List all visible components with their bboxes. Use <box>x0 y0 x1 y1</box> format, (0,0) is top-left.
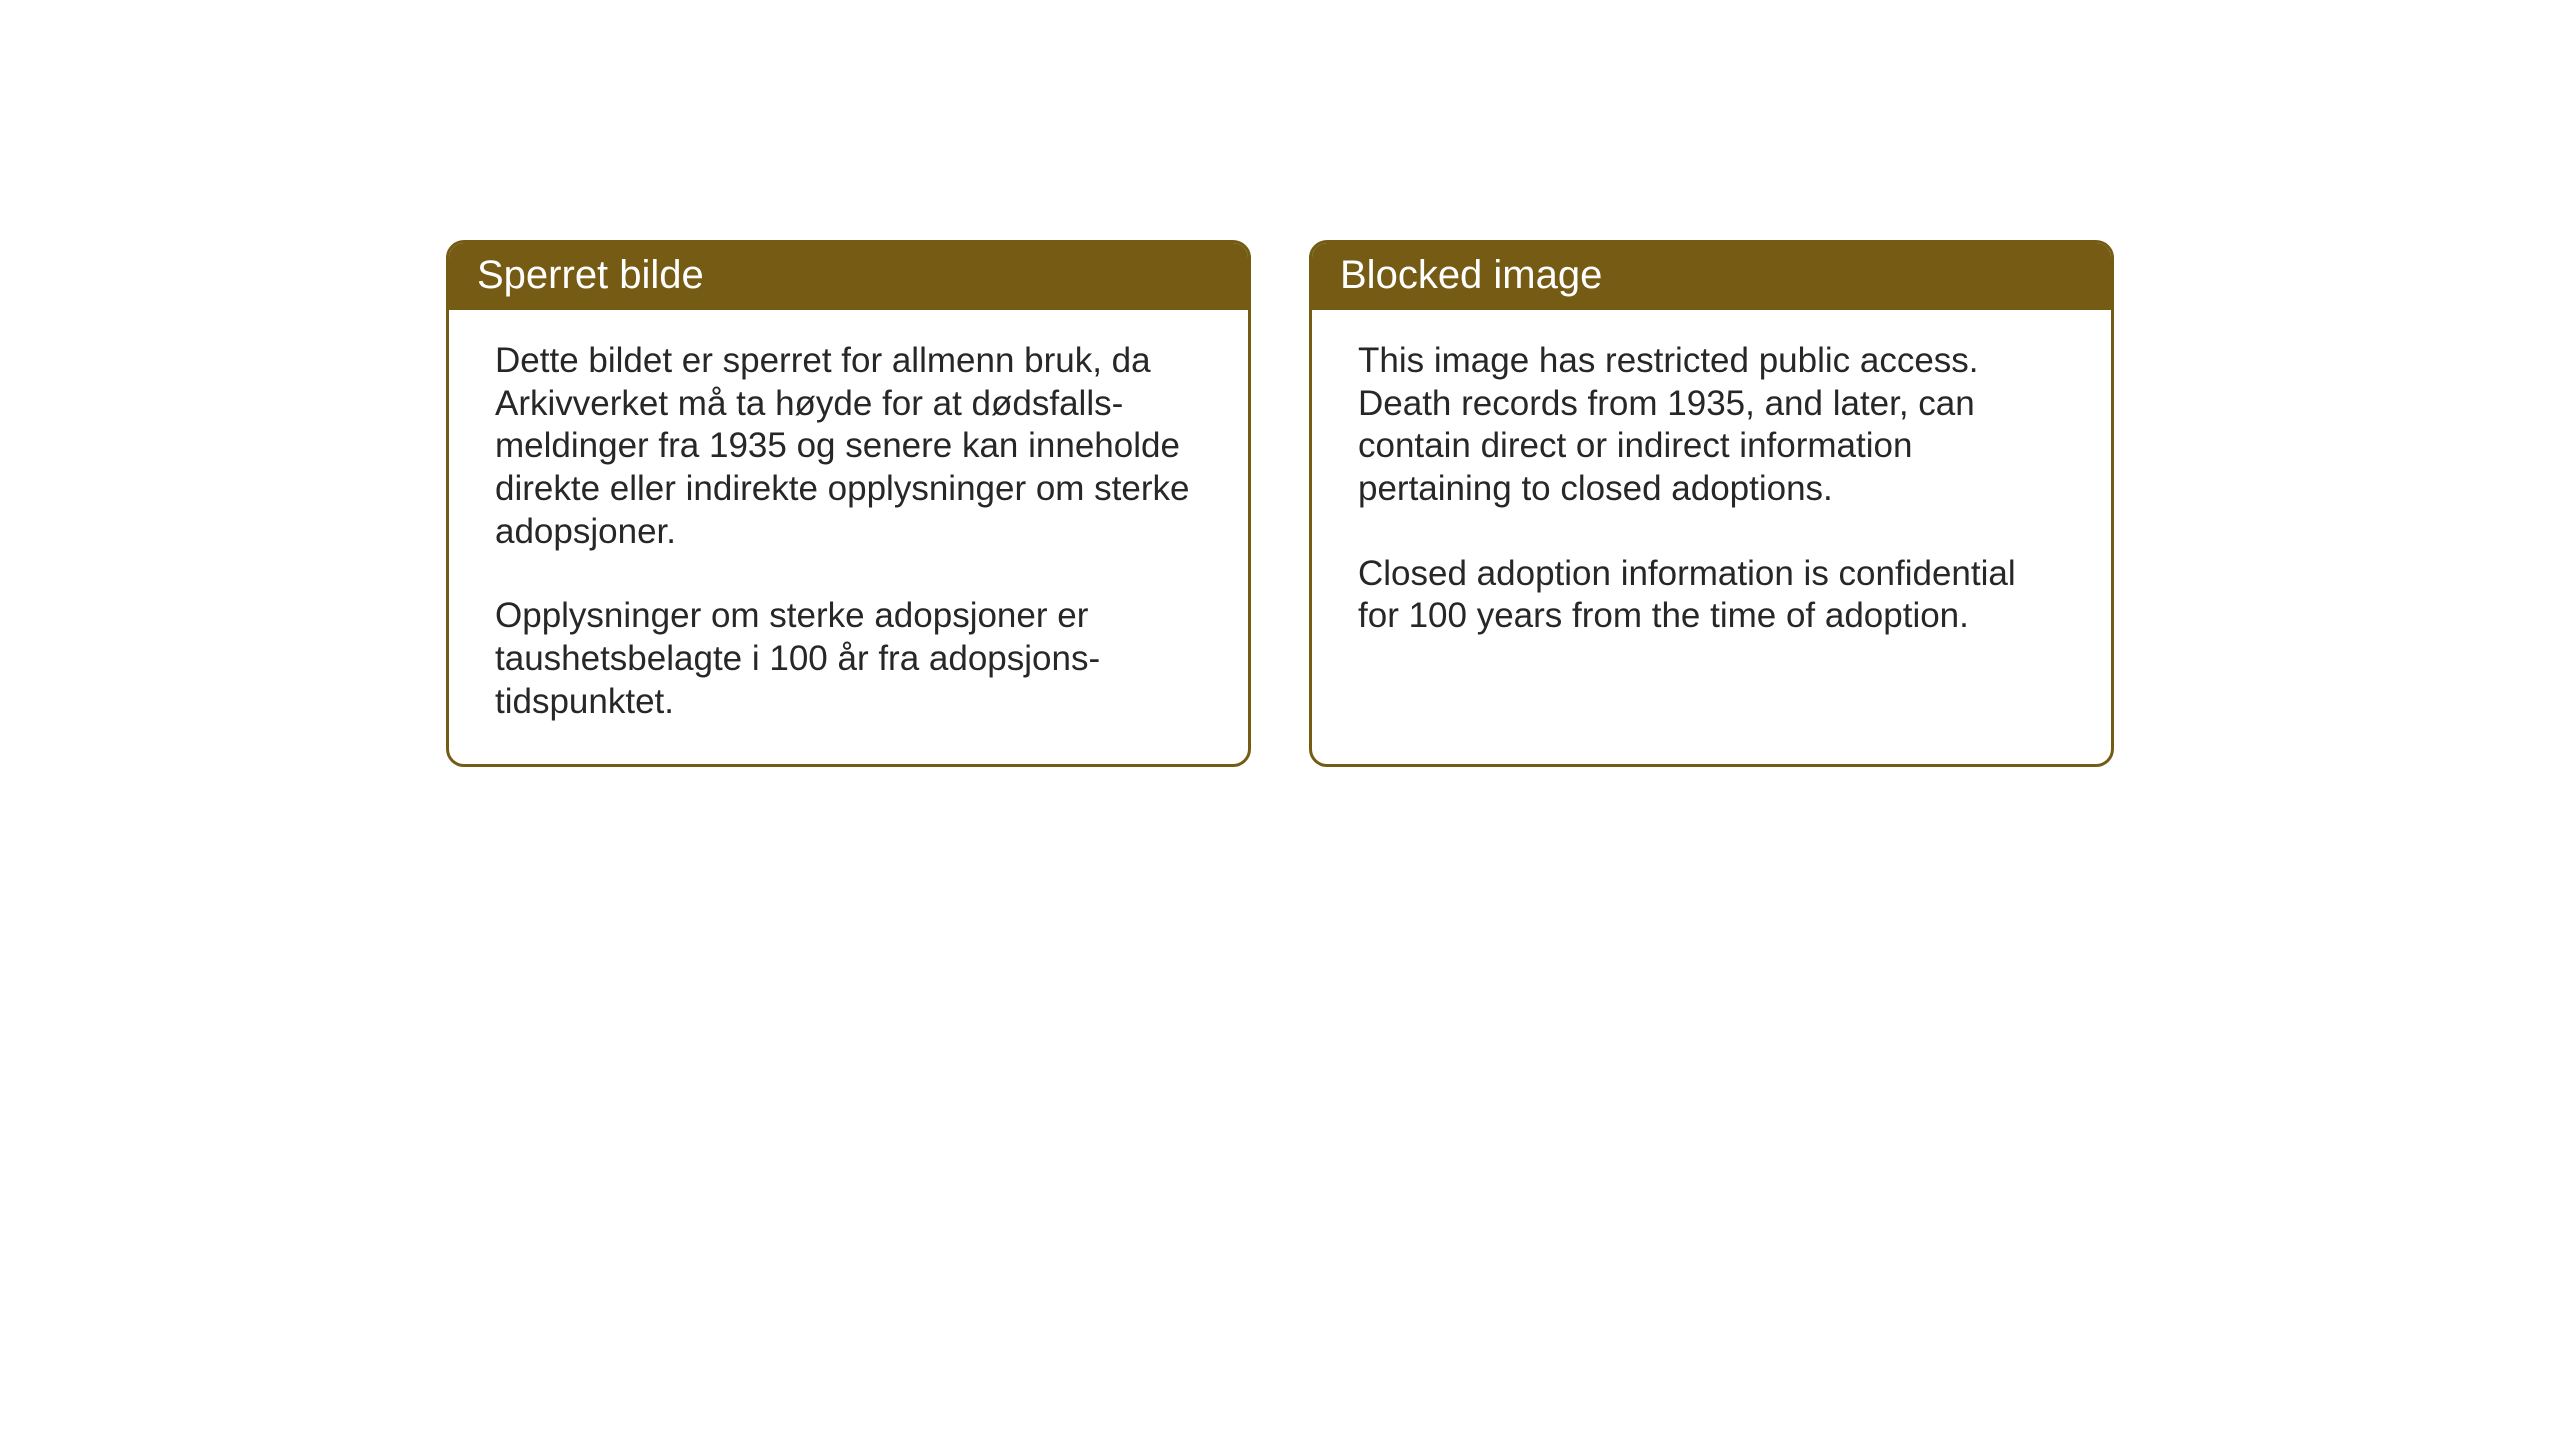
notice-header-english: Blocked image <box>1312 243 2111 310</box>
notice-paragraph: Dette bildet er sperret for allmenn bruk… <box>495 340 1202 553</box>
notice-card-norwegian: Sperret bilde Dette bildet er sperret fo… <box>446 240 1251 767</box>
notice-container: Sperret bilde Dette bildet er sperret fo… <box>446 240 2114 767</box>
notice-paragraph: Opplysninger om sterke adopsjoner er tau… <box>495 595 1202 723</box>
notice-paragraph: Closed adoption information is confident… <box>1358 553 2065 638</box>
notice-body-english: This image has restricted public access.… <box>1312 310 2111 678</box>
notice-body-norwegian: Dette bildet er sperret for allmenn bruk… <box>449 310 1248 764</box>
notice-card-english: Blocked image This image has restricted … <box>1309 240 2114 767</box>
notice-paragraph: This image has restricted public access.… <box>1358 340 2065 511</box>
notice-header-norwegian: Sperret bilde <box>449 243 1248 310</box>
